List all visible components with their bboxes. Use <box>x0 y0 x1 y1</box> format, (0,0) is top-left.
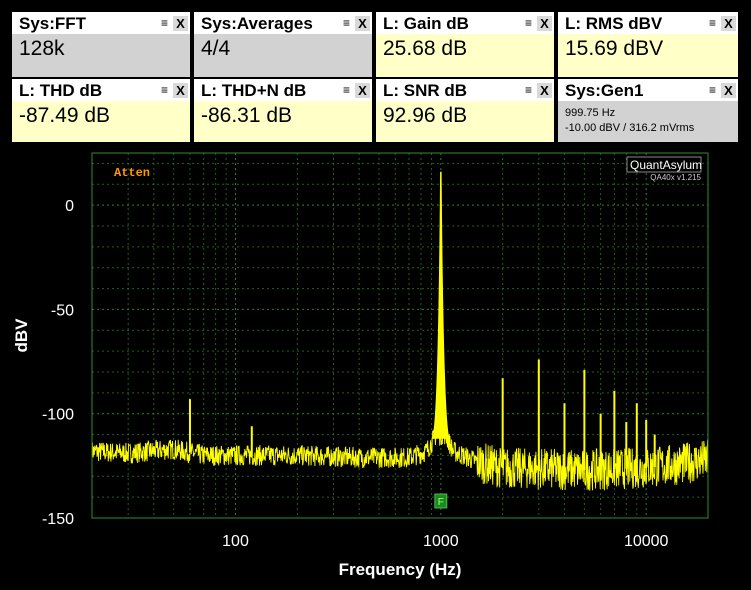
tile-fft: Sys:FFT ≡ X 128k <box>12 12 190 77</box>
tile-title: L: THD+N dB <box>201 81 307 100</box>
noise-floor-path <box>91 424 709 491</box>
tile-value: 15.69 dBV <box>565 37 664 60</box>
tile-title: Sys:FFT <box>19 14 87 33</box>
brand-version: QA40x v1.215 <box>650 173 701 182</box>
tile-controls: ≡ X <box>339 83 370 98</box>
close-icon[interactable]: X <box>721 83 736 98</box>
menu-icon[interactable]: ≡ <box>342 16 350 30</box>
close-icon[interactable]: X <box>173 16 188 31</box>
plot-frame <box>91 152 709 519</box>
tile-controls: ≡ X <box>157 83 188 98</box>
tile-value: 25.68 dB <box>383 37 468 60</box>
tile-rms: L: RMS dBV ≡ X 15.69 dBV <box>558 12 738 77</box>
brand-text: QuantAsylum <box>630 158 702 172</box>
tile-title: Sys:Gen1 <box>565 81 644 100</box>
menu-icon[interactable]: ≡ <box>708 83 716 97</box>
gen-frequency: 999.75 Hz <box>565 107 616 119</box>
atten-annotation: Atten <box>114 166 150 180</box>
close-icon[interactable]: X <box>355 83 370 98</box>
tile-title: L: THD dB <box>19 81 103 100</box>
tile-title: L: RMS dBV <box>565 14 663 33</box>
tile-gen: Sys:Gen1 ≡ X 999.75 Hz -10.00 dBV / 316.2… <box>558 79 738 142</box>
tile-header <box>376 12 554 34</box>
tile-header <box>558 12 738 34</box>
tile-header <box>376 79 554 101</box>
marker-label: F <box>438 497 444 508</box>
close-icon[interactable]: X <box>355 16 370 31</box>
x-tick-label: 1000 <box>423 533 459 550</box>
tile-header <box>12 79 190 101</box>
tile-thd: L: THD dB ≡ X -87.49 dB <box>12 79 190 142</box>
tile-controls: ≡ X <box>521 83 552 98</box>
menu-icon[interactable]: ≡ <box>708 16 716 30</box>
tile-thdn: L: THD+N dB ≡ X -86.31 dB <box>194 79 372 142</box>
tile-value: 4/4 <box>201 37 231 60</box>
close-icon[interactable]: X <box>537 16 552 31</box>
fundamental-peak <box>432 171 450 439</box>
tile-title: L: SNR dB <box>383 81 468 100</box>
y-tick-label: 0 <box>65 198 74 215</box>
noise-floor-trace <box>91 424 709 491</box>
y-tick-label: -100 <box>42 407 74 424</box>
tile-gain: L: Gain dB ≡ X 25.68 dB <box>376 12 554 77</box>
tile-value: 92.96 dB <box>383 104 468 127</box>
menu-icon[interactable]: ≡ <box>524 83 532 97</box>
menu-icon[interactable]: ≡ <box>160 83 168 97</box>
tile-value: 128k <box>19 37 65 60</box>
y-tick-label: -150 <box>42 511 74 528</box>
brand-logo: QuantAsylum QA40x v1.215 <box>626 156 702 182</box>
tile-value: -86.31 dB <box>201 104 293 127</box>
close-icon[interactable]: X <box>173 83 188 98</box>
tile-controls: ≡ X <box>521 16 552 31</box>
close-icon[interactable]: X <box>537 83 552 98</box>
tile-controls: ≡ X <box>705 16 736 31</box>
tile-controls: ≡ X <box>157 16 188 31</box>
tile-averages: Sys:Averages ≡ X 4/4 <box>194 12 372 77</box>
y-axis-label: dBV <box>12 318 31 353</box>
close-icon[interactable]: X <box>721 16 736 31</box>
menu-icon[interactable]: ≡ <box>160 16 168 30</box>
tile-controls: ≡ X <box>339 16 370 31</box>
tile-header <box>194 12 372 34</box>
x-tick-label: 10000 <box>624 533 669 550</box>
x-tick-label: 100 <box>222 533 249 550</box>
tile-header <box>194 79 372 101</box>
tile-controls: ≡ X <box>705 83 736 98</box>
tile-snr: L: SNR dB ≡ X 92.96 dB <box>376 79 554 142</box>
tile-value: -87.49 dB <box>19 104 111 127</box>
y-tick-label: -50 <box>51 302 74 319</box>
menu-icon[interactable]: ≡ <box>524 16 532 30</box>
harmonic-peaks <box>188 171 656 471</box>
x-axis-label: Frequency (Hz) <box>339 560 462 579</box>
tile-header <box>558 79 738 101</box>
axis-ticks: 100 1000 10000 0 -50 -100 -150 <box>42 198 669 550</box>
gen-level: -10.00 dBV / 316.2 mVrms <box>565 122 695 134</box>
tile-title: Sys:Averages <box>201 14 313 33</box>
tile-header <box>12 12 190 34</box>
menu-icon[interactable]: ≡ <box>342 83 350 97</box>
tile-title: L: Gain dB <box>383 14 469 33</box>
frequency-marker[interactable]: F <box>434 493 448 509</box>
